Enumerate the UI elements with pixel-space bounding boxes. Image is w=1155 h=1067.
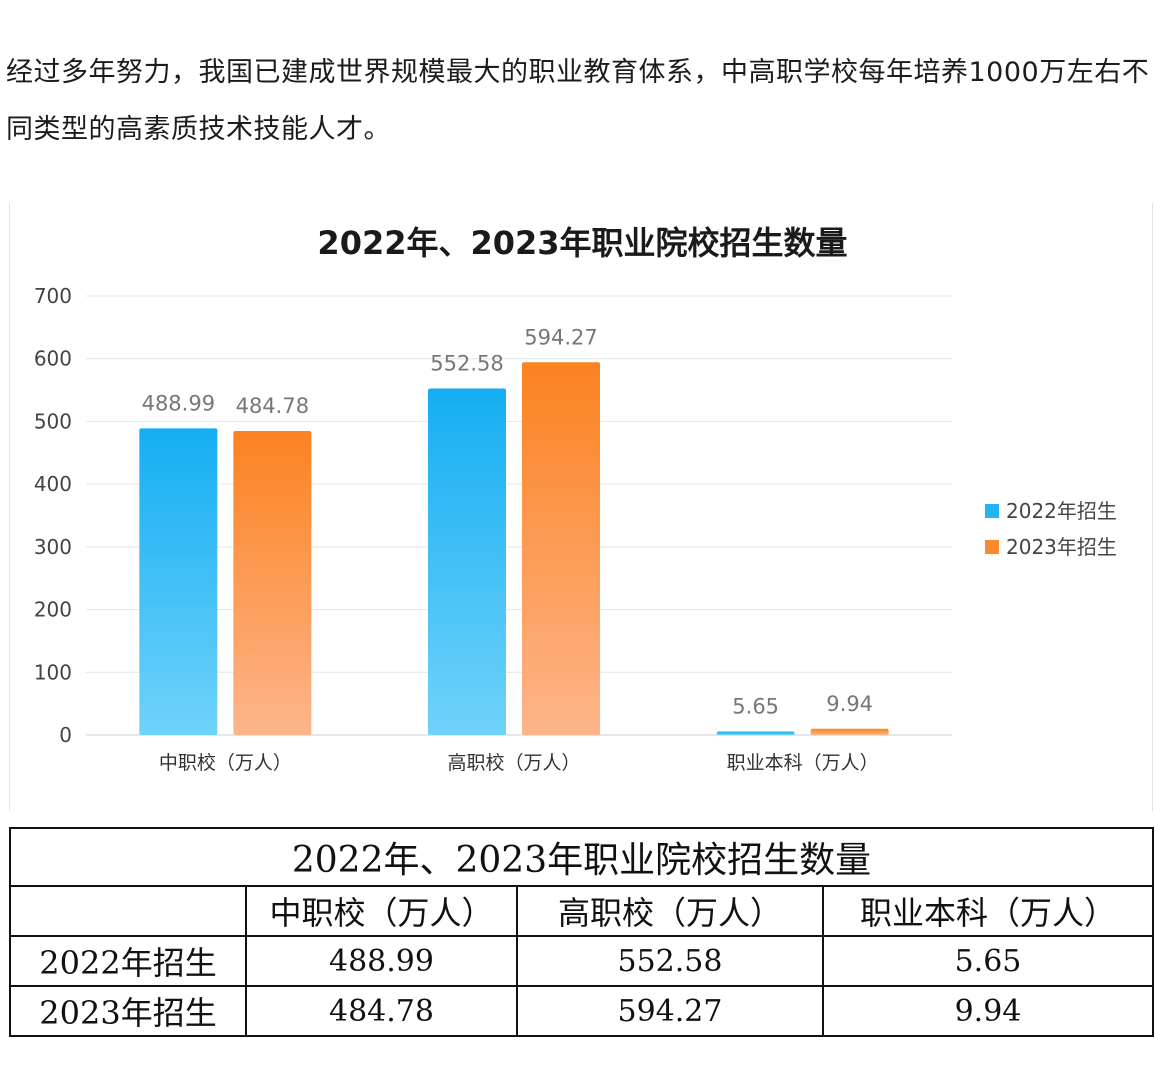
gridlines xyxy=(86,295,952,736)
table-header-cell: 中职校（万人） xyxy=(245,885,518,937)
y-tick-label: 500 xyxy=(34,409,72,433)
y-axis-ticks: 0 100 200 300 400 500 600 700 xyxy=(34,284,72,747)
x-category-label: 高职校（万人） xyxy=(447,752,580,774)
table-cell: 5.65 xyxy=(822,935,1154,987)
table-cell: 484.78 xyxy=(245,985,518,1037)
legend: 2022年招生 2023年招生 xyxy=(985,499,1117,559)
legend-label: 2023年招生 xyxy=(1006,535,1117,559)
data-table: 2022年、2023年职业院校招生数量 中职校（万人） 高职校（万人） 职业本科… xyxy=(9,827,1154,1037)
y-tick-label: 400 xyxy=(34,472,72,496)
bar xyxy=(522,362,600,735)
table-row: 2023年招生 484.78 594.27 9.94 xyxy=(9,985,1154,1037)
table-title: 2022年、2023年职业院校招生数量 xyxy=(9,827,1154,887)
bar xyxy=(810,728,889,735)
legend-swatch xyxy=(985,540,999,554)
table-cell: 552.58 xyxy=(516,935,824,987)
table-row: 2022年招生 488.99 552.58 5.65 xyxy=(9,935,1154,987)
table-row-header: 2023年招生 xyxy=(9,985,247,1037)
table-header-row: 中职校（万人） 高职校（万人） 职业本科（万人） xyxy=(9,885,1154,937)
y-tick-label: 300 xyxy=(34,535,72,559)
table-header-cell: 职业本科（万人） xyxy=(822,885,1154,937)
data-label: 594.27 xyxy=(524,325,597,349)
data-label: 488.99 xyxy=(142,391,215,415)
legend-label: 2022年招生 xyxy=(1006,499,1117,523)
bar xyxy=(139,428,218,735)
bars xyxy=(139,362,889,735)
table-row-header: 2022年招生 xyxy=(9,935,247,987)
bar xyxy=(233,430,312,735)
x-axis-labels: 中职校（万人） 高职校（万人） 职业本科（万人） xyxy=(159,752,879,774)
table-cell: 488.99 xyxy=(245,935,518,987)
x-category-label: 职业本科（万人） xyxy=(727,752,879,774)
data-label: 9.94 xyxy=(826,692,873,716)
data-label: 484.78 xyxy=(236,394,309,418)
table-cell: 9.94 xyxy=(822,985,1154,1037)
y-tick-label: 600 xyxy=(34,347,72,371)
x-category-label: 中职校（万人） xyxy=(159,752,292,774)
y-tick-label: 700 xyxy=(34,284,72,308)
intro-paragraph: 经过多年努力，我国已建成世界规模最大的职业教育体系，中高职学校每年培养1000万… xyxy=(6,57,1150,145)
table-cell: 594.27 xyxy=(516,985,824,1037)
y-tick-label: 200 xyxy=(34,598,72,622)
y-tick-label: 0 xyxy=(59,723,72,747)
table-header-cell xyxy=(9,885,247,937)
chart-title: 2022年、2023年职业院校招生数量 xyxy=(0,218,1155,264)
table-title-row: 2022年、2023年职业院校招生数量 xyxy=(9,827,1154,887)
y-tick-label: 100 xyxy=(34,660,72,684)
chart-title-text: 2022年、2023年职业院校招生数量 xyxy=(317,224,848,262)
data-label: 5.65 xyxy=(732,694,779,718)
table-header-cell: 高职校（万人） xyxy=(516,885,824,937)
legend-swatch xyxy=(985,504,999,518)
data-labels: 488.99 484.78 552.58 594.27 5.65 9.94 xyxy=(142,325,873,718)
bar xyxy=(428,388,506,735)
data-label: 552.58 xyxy=(430,351,503,375)
bar xyxy=(716,731,795,735)
